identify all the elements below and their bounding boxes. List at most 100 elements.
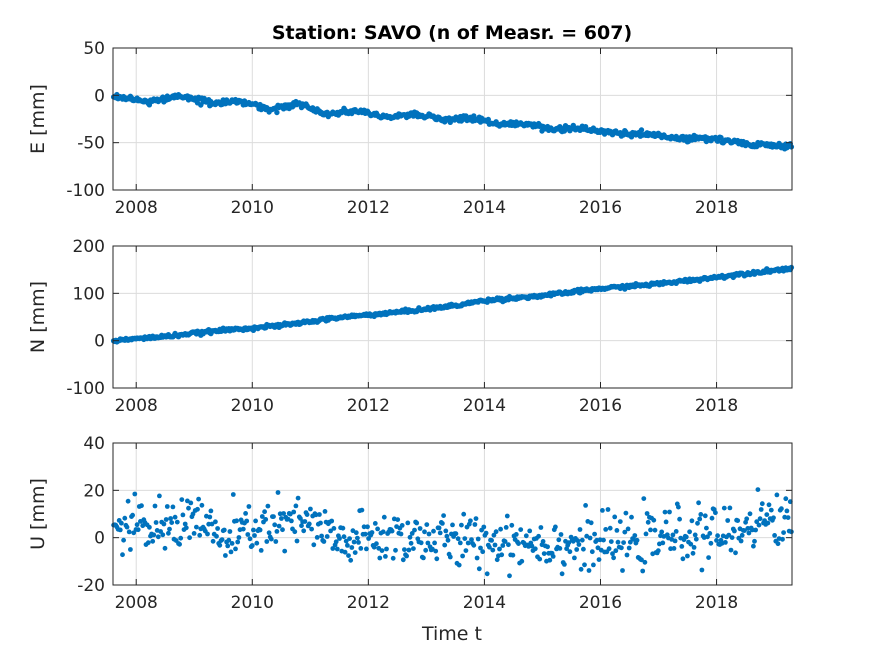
data-point [412,527,417,533]
data-point [459,522,464,528]
x-tick-label: 2014 [463,198,506,218]
data-point [721,505,727,511]
data-point [553,524,558,530]
data-point [600,508,605,513]
data-point [606,546,612,552]
data-point [614,528,620,533]
data-point [640,568,646,574]
data-point [432,540,437,546]
data-point [178,535,184,541]
data-point [209,521,215,527]
data-point [519,558,525,564]
data-point [662,509,668,515]
x-tick-label: 2008 [115,396,158,416]
data-point [725,518,731,523]
x-tick-label: 2016 [579,593,622,613]
y-axis-label-n: N [mm] [27,281,49,353]
data-point [559,571,565,577]
data-point [130,512,136,518]
data-point [418,540,424,546]
data-point [480,549,486,555]
data-point [532,546,538,552]
x-tick-label: 2016 [579,396,622,416]
data-point [510,552,516,558]
data-point [383,554,388,559]
data-point [190,511,196,517]
data-points-u [111,487,794,579]
data-point [693,536,699,542]
y-tick-label: 40 [83,434,105,454]
data-point [679,544,685,549]
data-point [607,525,613,531]
data-point [126,529,132,535]
data-point [632,533,638,538]
data-point [644,511,650,516]
data-point [625,526,631,532]
data-point [177,541,183,547]
axes-frame [112,245,793,389]
data-point [362,531,368,537]
data-point [279,516,284,521]
data-point [463,548,469,553]
data-point [273,539,279,544]
data-point [263,517,269,522]
data-point [407,534,413,540]
data-point [677,516,682,522]
data-point [575,538,581,544]
data-point [223,553,228,558]
data-points-e [110,91,795,152]
data-point [348,557,354,563]
data-point [744,516,750,522]
data-point [262,509,267,515]
data-point [624,552,630,558]
data-point [765,520,771,526]
data-point [583,503,588,508]
data-point [771,515,776,521]
data-point [343,538,349,544]
data-point [729,535,735,540]
data-point [233,546,238,552]
data-point [421,555,426,561]
data-point [235,539,241,545]
data-point [411,546,416,551]
data-point [506,542,511,548]
data-point [434,556,440,562]
data-point [705,534,710,540]
data-point [547,557,553,563]
data-point [329,518,335,524]
data-point [784,508,790,514]
data-point [574,547,580,552]
data-point [643,531,649,537]
plot-area [113,443,792,585]
data-point [789,529,794,535]
data-point [589,549,595,555]
data-point [487,544,492,550]
chart-title: Station: SAVO (n of Measr. = 607) [272,22,632,44]
data-point [688,541,694,547]
data-point [400,557,406,563]
data-point [471,542,477,548]
data-point [473,516,479,521]
y-tick-label: 200 [73,237,105,257]
data-point [197,532,203,538]
data-point [492,542,498,548]
data-point [425,540,431,546]
data-point [280,527,285,533]
data-point [648,527,653,533]
data-point [670,532,676,538]
data-point [629,514,634,520]
data-point [127,547,133,552]
data-point [494,557,500,563]
data-point [663,519,669,525]
x-axis-label: Time t [421,623,482,645]
data-point [453,531,459,537]
data-point [399,523,405,528]
data-point [406,547,412,553]
data-point [122,515,128,521]
data-point [365,524,370,530]
data-point [772,533,777,538]
data-point [723,540,728,545]
x-tick-label: 2010 [231,593,274,613]
data-point [540,539,546,544]
data-point [537,556,543,562]
